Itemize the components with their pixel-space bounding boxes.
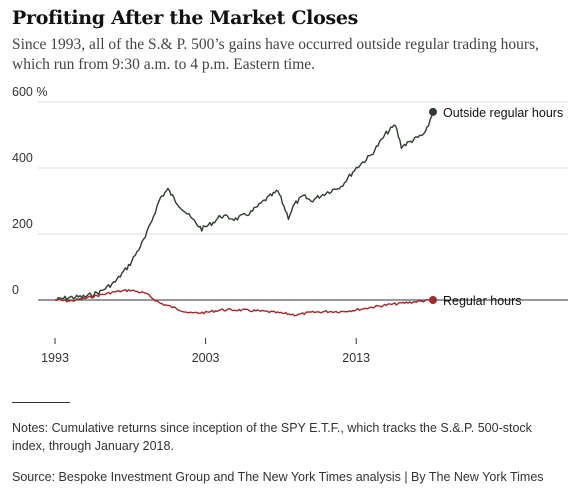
y-axis-ticks: 600 % 400 200 0: [12, 85, 47, 297]
x-tick-label: 2013: [342, 351, 370, 365]
x-axis-ticks: 1993 2003 2013: [41, 338, 370, 365]
chart-subtitle: Since 1993, all of the S.& P. 500’s gain…: [12, 36, 539, 73]
y-tick-label: 600 %: [12, 85, 47, 99]
series-label-outside-regular-hours: Outside regular hours: [443, 106, 563, 120]
chart-notes: Notes: Cumulative returns since inceptio…: [12, 421, 532, 453]
series-lines: Outside regular hours Regular hours: [54, 106, 563, 317]
series-end-point-regular-hours: [429, 296, 437, 304]
series-line-regular-hours: [54, 288, 434, 317]
x-tick-label: 1993: [41, 351, 69, 365]
y-tick-label: 400: [12, 151, 33, 165]
series-line-outside-regular-hours: [55, 111, 434, 301]
chart-source: Source: Bespoke Investment Group and The…: [12, 470, 544, 484]
y-tick-label: 0: [12, 283, 19, 297]
gridlines: [38, 101, 568, 301]
notes-divider: [12, 402, 70, 403]
x-tick-label: 2003: [192, 351, 220, 365]
y-tick-label: 200: [12, 217, 33, 231]
line-chart: 600 % 400 200 0 1993 2003 2013 Outside regula…: [12, 85, 568, 365]
series-end-point-outside-regular-hours: [429, 107, 437, 116]
chart-title: Profiting After the Market Closes: [12, 7, 359, 29]
series-label-regular-hours: Regular hours: [443, 294, 522, 308]
